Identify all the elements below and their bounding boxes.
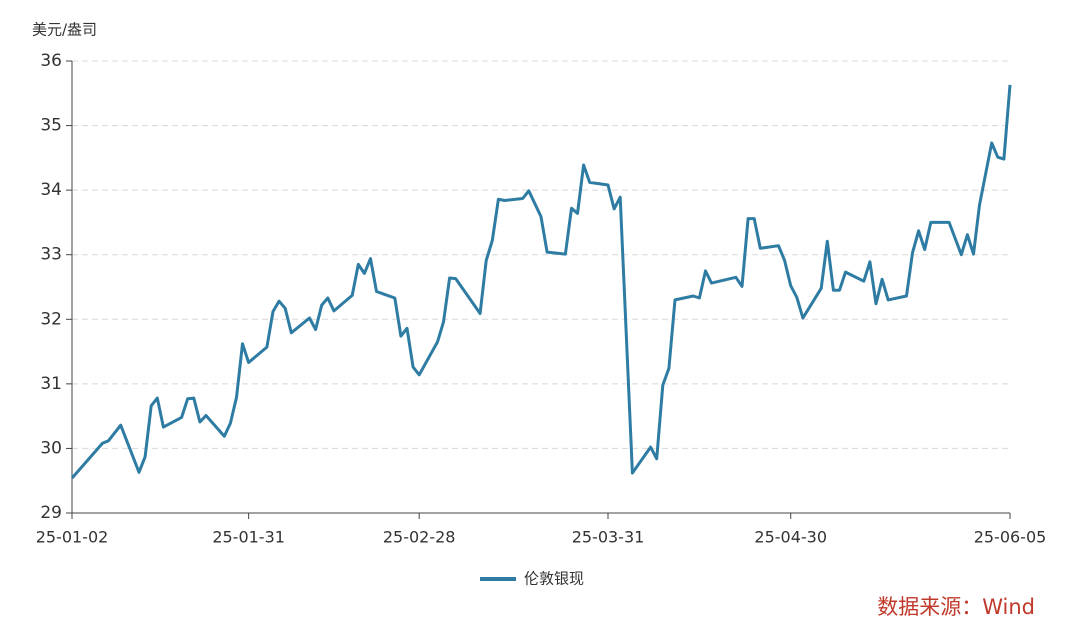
x-tick-label: 25-06-05 — [974, 528, 1047, 547]
y-tick-label: 31 — [40, 374, 62, 394]
x-tick-label: 25-01-02 — [36, 528, 109, 547]
y-tick-label: 35 — [40, 116, 62, 136]
source-note: 数据来源：Wind — [877, 595, 1035, 619]
y-tick-label: 36 — [40, 51, 62, 71]
y-tick-label: 33 — [40, 245, 62, 265]
y-tick-label: 29 — [40, 503, 62, 523]
y-axis-label: 美元/盎司 — [32, 21, 97, 39]
x-tick-label: 25-04-30 — [754, 528, 827, 547]
y-tick-label: 32 — [40, 309, 62, 329]
legend-label: 伦敦银现 — [524, 570, 584, 588]
x-tick-label: 25-03-31 — [572, 528, 645, 547]
y-tick-label: 34 — [40, 180, 62, 200]
x-tick-label: 25-02-28 — [383, 528, 456, 547]
x-tick-label: 25-01-31 — [212, 528, 285, 547]
series-line — [70, 84, 1012, 480]
y-tick-label: 30 — [40, 438, 62, 458]
